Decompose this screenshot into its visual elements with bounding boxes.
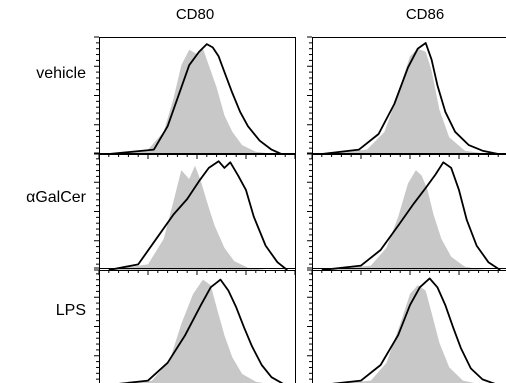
panel-lps-cd86-treated-histogram (331, 277, 496, 383)
panel-vehicle-cd80-control-histogram (108, 48, 276, 154)
panel-lps-cd80-control-histogram (128, 279, 264, 383)
panel-lps-cd86 (307, 267, 506, 383)
panel-agalcer-cd86 (307, 152, 506, 275)
panel-agalcer-cd80-control-histogram (108, 165, 266, 270)
panel-agalcer-cd80 (94, 152, 296, 275)
panel-lps-cd80 (94, 267, 296, 383)
row-label-lps: LPS (55, 302, 86, 319)
panel-agalcer-cd86-treated-histogram (321, 161, 501, 271)
column-header-cd80: CD80 (175, 6, 215, 23)
panel-vehicle-cd86-control-histogram (321, 48, 489, 154)
panel-lps-cd86-frame (312, 268, 506, 383)
row-label-agalcer: αGalCer (26, 189, 86, 206)
panel-vehicle-cd86-treated-histogram (321, 42, 499, 155)
row-label-vehicle: vehicle (36, 65, 86, 82)
column-header-cd86: CD86 (405, 6, 445, 23)
panel-vehicle-cd86 (307, 36, 506, 159)
panel-vehicle-cd80 (94, 36, 296, 159)
panel-lps-cd86-control-histogram (344, 285, 475, 383)
panel-agalcer-cd80-treated-histogram (108, 160, 288, 271)
panel-vehicle-cd80-treated-histogram (108, 43, 282, 155)
panel-lps-cd80-treated-histogram (118, 278, 284, 383)
panel-lps-cd80-frame (99, 268, 296, 383)
